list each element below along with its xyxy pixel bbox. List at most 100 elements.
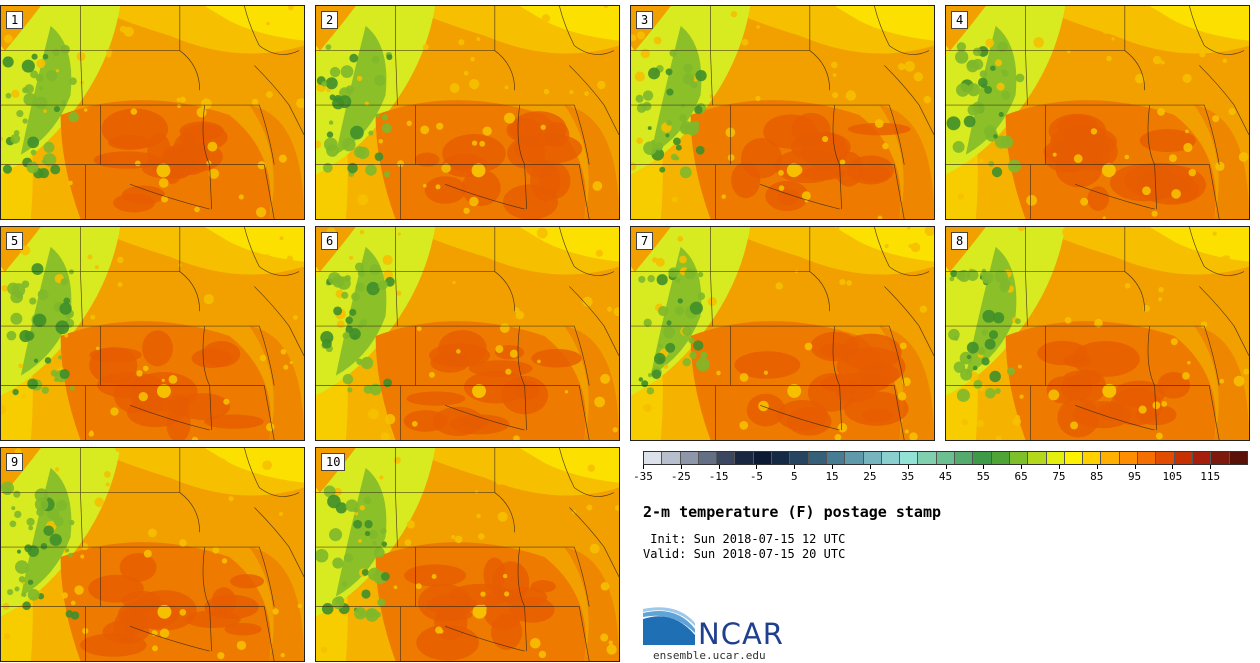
member-number-label: 5 xyxy=(6,232,24,250)
colorbar-swatch xyxy=(1101,452,1120,464)
colorbar-swatch xyxy=(1138,452,1157,464)
postage-stamp-map: 10 xyxy=(315,447,620,662)
colorbar-swatch xyxy=(1229,452,1247,464)
colorbar-tick-label: 5 xyxy=(790,470,798,483)
temperature-colorbar xyxy=(643,451,1248,465)
colorbar-tick-mark xyxy=(794,465,796,469)
colorbar-tick-mark xyxy=(907,465,909,469)
colorbar-swatch xyxy=(644,452,663,464)
colorbar-ticks: -35 -25 -15 -5 5 15 25 35 45 55 65 75 85 95 105 115 xyxy=(633,465,1248,485)
colorbar-tick-label: 35 xyxy=(901,470,915,483)
member-number-label: 2 xyxy=(321,11,339,29)
colorbar-tick-mark xyxy=(680,465,682,469)
colorbar-tick-mark xyxy=(1058,465,1060,469)
member-number-label: 4 xyxy=(951,11,969,29)
member-number-label: 6 xyxy=(321,232,339,250)
postage-stamp-map: 9 xyxy=(0,447,305,662)
colorbar-tick-label: 75 xyxy=(1052,470,1066,483)
colorbar-tick-mark xyxy=(1134,465,1136,469)
temperature-field xyxy=(631,227,934,440)
colorbar-swatch xyxy=(845,452,864,464)
postage-stamp-map: 5 xyxy=(0,226,305,441)
colorbar-tick-label: -5 xyxy=(749,470,764,483)
colorbar-swatch xyxy=(1028,452,1047,464)
colorbar-tick-label: 85 xyxy=(1090,470,1104,483)
colorbar-swatch xyxy=(1083,452,1102,464)
colorbar-swatch xyxy=(808,452,827,464)
colorbar-tick-mark xyxy=(983,465,985,469)
logo-wordmark: NCAR xyxy=(698,617,784,651)
colorbar-tick-label: 65 xyxy=(1014,470,1028,483)
colorbar-swatch xyxy=(1211,452,1230,464)
colorbar-swatch xyxy=(881,452,901,464)
colorbar-tick-mark xyxy=(1096,465,1098,469)
postage-stamp-map: 1 xyxy=(0,5,305,220)
colorbar-tick-label: 25 xyxy=(863,470,877,483)
postage-stamp-map: 7 xyxy=(630,226,935,441)
temperature-field xyxy=(316,6,619,219)
colorbar-tick-label: -35 xyxy=(633,470,653,483)
colorbar-swatch xyxy=(1119,452,1139,464)
colorbar-tick-mark xyxy=(756,465,758,469)
colorbar-tick-label: 105 xyxy=(1162,470,1183,483)
colorbar-swatch xyxy=(991,452,1010,464)
colorbar-swatch xyxy=(735,452,754,464)
postage-stamp-map: 8 xyxy=(945,226,1250,441)
member-number-label: 3 xyxy=(636,11,654,29)
colorbar-swatch xyxy=(1046,452,1065,464)
colorbar-tick-label: -15 xyxy=(708,470,729,483)
init-time: Init: Sun 2018-07-15 12 UTC xyxy=(643,532,846,546)
colorbar-tick-mark xyxy=(945,465,947,469)
colorbar-swatch xyxy=(863,452,882,464)
colorbar-tick-mark xyxy=(718,465,720,469)
logo-swoosh-light xyxy=(643,607,695,626)
temperature-field xyxy=(1,227,304,440)
temperature-field xyxy=(1,6,304,219)
colorbar-tick-mark xyxy=(1021,465,1023,469)
colorbar-tick-label: 15 xyxy=(825,470,839,483)
postage-stamp-map: 2 xyxy=(315,5,620,220)
colorbar-swatch xyxy=(936,452,956,464)
colorbar-swatch xyxy=(1064,452,1084,464)
colorbar-swatch xyxy=(772,452,791,464)
colorbar-swatch xyxy=(900,452,919,464)
colorbar-tick-label: 55 xyxy=(976,470,990,483)
colorbar-swatch xyxy=(680,452,699,464)
colorbar-swatch xyxy=(955,452,974,464)
temperature-field xyxy=(316,227,619,440)
temperature-field xyxy=(946,6,1249,219)
logo-url: ensemble.ucar.edu xyxy=(653,649,766,662)
colorbar-tick-label: 115 xyxy=(1200,470,1221,483)
member-number-label: 7 xyxy=(636,232,654,250)
temperature-field xyxy=(316,448,619,661)
member-number-label: 10 xyxy=(321,453,346,471)
colorbar-swatch xyxy=(753,452,773,464)
colorbar-tick-mark xyxy=(1172,465,1174,469)
colorbar-swatch xyxy=(973,452,992,464)
plot-title: 2-m temperature (F) postage stamp xyxy=(643,503,942,521)
colorbar-tick-mark xyxy=(1210,465,1212,469)
colorbar-swatch xyxy=(918,452,937,464)
member-number-label: 8 xyxy=(951,232,969,250)
colorbar-swatch xyxy=(717,452,736,464)
logo-swoosh-dark xyxy=(643,616,695,645)
colorbar-swatch xyxy=(1174,452,1193,464)
member-number-label: 9 xyxy=(6,453,24,471)
colorbar-swatch xyxy=(1156,452,1175,464)
colorbar-swatch xyxy=(790,452,809,464)
colorbar-swatch xyxy=(1192,452,1212,464)
postage-stamp-map: 4 xyxy=(945,5,1250,220)
colorbar-swatch xyxy=(1009,452,1029,464)
colorbar-tick-label: 95 xyxy=(1127,470,1142,483)
colorbar-tick-label: -25 xyxy=(670,470,691,483)
postage-stamp-map: 6 xyxy=(315,226,620,441)
valid-time: Valid: Sun 2018-07-15 20 UTC xyxy=(643,547,846,561)
colorbar-swatch xyxy=(698,452,718,464)
colorbar-tick-mark xyxy=(869,465,871,469)
temperature-field xyxy=(946,227,1249,440)
temperature-field xyxy=(1,448,304,661)
postage-stamp-map: 3 xyxy=(630,5,935,220)
logo-swoosh-mid xyxy=(643,611,695,633)
temperature-field xyxy=(631,6,934,219)
colorbar-tick-mark xyxy=(643,465,644,469)
